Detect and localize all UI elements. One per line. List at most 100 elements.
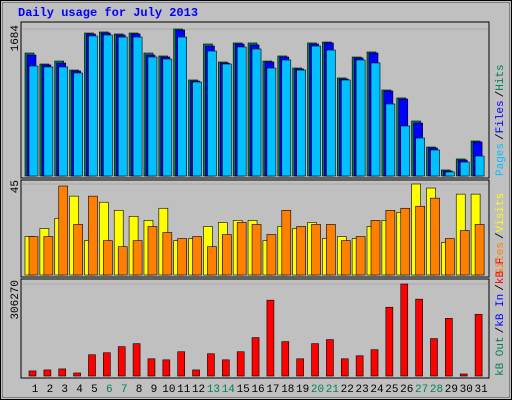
- bar: [222, 234, 232, 276]
- bar: [88, 195, 98, 276]
- bar: [28, 370, 37, 377]
- legend-separator: /: [495, 91, 507, 98]
- x-tick-label: 27: [415, 384, 428, 396]
- bar: [281, 59, 292, 177]
- legend-entry: kB In: [495, 294, 507, 327]
- bar: [445, 171, 455, 177]
- bar: [355, 236, 366, 276]
- chart-title: Daily usage for July 2013: [18, 6, 198, 20]
- bar: [370, 220, 381, 276]
- bar: [459, 373, 468, 377]
- bar: [251, 48, 262, 177]
- bar: [177, 238, 187, 276]
- bar: [88, 35, 98, 177]
- bar: [236, 351, 245, 377]
- bar: [222, 359, 230, 377]
- bar: [58, 66, 69, 177]
- x-tick-label: 25: [385, 384, 398, 396]
- bar: [236, 222, 247, 276]
- legend-separator: /: [495, 284, 507, 291]
- bar: [73, 72, 83, 177]
- bar: [192, 236, 202, 276]
- bar: [385, 103, 396, 177]
- bar: [132, 240, 143, 276]
- bar: [326, 49, 336, 177]
- bar: [415, 137, 425, 177]
- bar: [311, 45, 321, 177]
- x-tick-label: 7: [121, 384, 128, 396]
- bar: [266, 234, 277, 276]
- bar: [207, 353, 215, 377]
- x-tick-label: 23: [356, 384, 369, 396]
- legend-entry: Files: [495, 100, 507, 133]
- bar: [251, 224, 262, 276]
- x-tick-label: 8: [136, 384, 143, 396]
- legend-entry: kB F: [495, 258, 507, 284]
- bar: [236, 46, 247, 177]
- bar: [296, 226, 306, 276]
- bar: [147, 56, 158, 177]
- x-tick-label: 22: [341, 384, 354, 396]
- x-tick-label: 29: [445, 384, 458, 396]
- bar: [445, 238, 455, 276]
- bar: [162, 58, 173, 177]
- legend: Sites /Visits: [495, 193, 507, 275]
- x-tick-label: 18: [281, 384, 294, 396]
- bar: [103, 34, 113, 177]
- legend-entry: Pages: [495, 143, 507, 176]
- bar: [296, 358, 304, 377]
- bar: [474, 155, 485, 177]
- x-tick-label: 5: [91, 384, 98, 396]
- x-tick-label: 3: [61, 384, 68, 396]
- bar: [43, 369, 52, 377]
- bar: [400, 125, 411, 177]
- bar: [43, 66, 54, 177]
- bar: [117, 346, 126, 377]
- legend-separator: /: [495, 232, 507, 239]
- bar: [355, 355, 364, 377]
- bar: [326, 339, 334, 377]
- bar: [177, 36, 187, 177]
- y-tick-label: 45: [10, 180, 22, 193]
- bar: [311, 343, 319, 377]
- legend-separator: /: [495, 133, 507, 140]
- x-tick-label: 28: [430, 384, 443, 396]
- bar: [430, 338, 438, 377]
- x-tick-label: 26: [400, 384, 413, 396]
- bar: [340, 79, 351, 177]
- bar: [385, 306, 394, 377]
- bar: [162, 232, 173, 276]
- y-tick-label: 306270: [10, 280, 22, 320]
- legend-entry: Sites: [495, 242, 507, 275]
- bar: [430, 149, 440, 177]
- legend-entry: kB Out: [495, 336, 507, 376]
- x-tick-label: 24: [370, 384, 384, 396]
- bar: [162, 359, 171, 377]
- x-tick-label: 1: [32, 384, 39, 396]
- bar: [43, 236, 54, 276]
- bar: [415, 298, 423, 377]
- legend-separator: /: [495, 327, 507, 334]
- bar: [88, 354, 96, 377]
- bar: [222, 63, 232, 177]
- x-tick-label: 9: [151, 384, 158, 396]
- bar: [58, 185, 69, 276]
- bar: [355, 59, 366, 177]
- bar: [474, 224, 485, 276]
- y-tick-label: 1684: [10, 25, 22, 52]
- bar: [103, 352, 111, 377]
- bar: [400, 283, 409, 377]
- legend-entry: Hits: [495, 64, 507, 90]
- x-tick-label: 15: [237, 384, 250, 396]
- bar: [281, 341, 290, 377]
- bar: [73, 224, 83, 276]
- bar: [192, 369, 200, 377]
- x-tick-label: 20: [311, 384, 324, 396]
- bar: [177, 351, 185, 377]
- bar: [400, 207, 411, 276]
- bar: [251, 337, 260, 377]
- bar: [207, 50, 217, 177]
- bar: [459, 161, 470, 177]
